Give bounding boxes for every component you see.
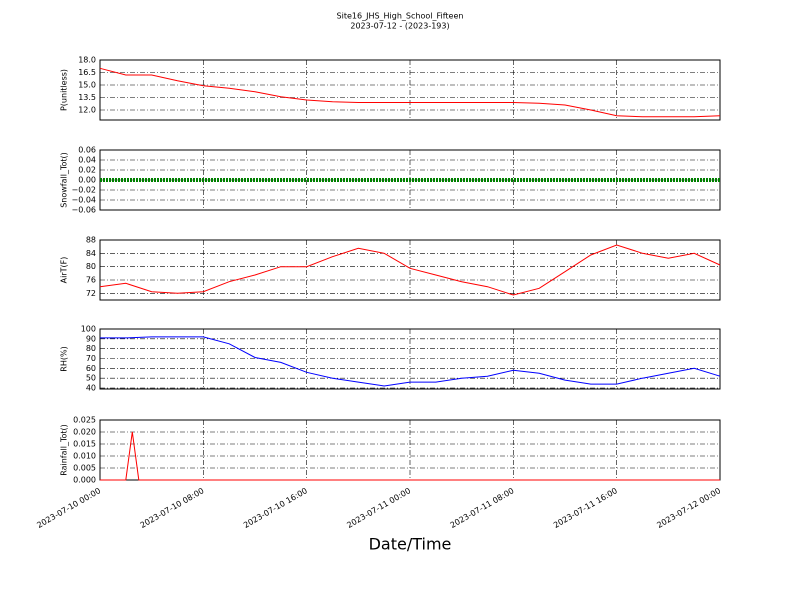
x-tick-label: 2023-07-11 00:00 [345, 486, 412, 530]
axes-frame [99, 328, 721, 390]
y-tick-label: 80 [86, 262, 96, 271]
x-tick-label: 2023-07-10 16:00 [242, 486, 309, 530]
axes-frame [99, 239, 721, 301]
y-tick-label: 0.06 [78, 146, 96, 155]
y-tick-label: 84 [86, 249, 96, 258]
y-tick-label: 80 [86, 344, 96, 353]
series-line [100, 336, 721, 387]
y-tick-label: 18.0 [78, 56, 96, 65]
y-tick-label: 0.04 [78, 156, 96, 165]
y-tick-label: −0.06 [71, 206, 96, 215]
y-tick-label: 13.5 [78, 93, 96, 102]
y-tick-label: 88 [86, 236, 96, 245]
y-tick-label: 12.0 [78, 106, 96, 115]
series-line [100, 431, 720, 481]
y-tick-label: 70 [86, 354, 96, 363]
y-tick-label: 100 [81, 325, 96, 334]
y-axis-label: P(unitless) [60, 69, 69, 111]
y-axis-label: Rainfall_Tot() [60, 424, 69, 476]
y-tick-label: 0.02 [78, 166, 96, 175]
y-tick-label: −0.02 [71, 186, 96, 195]
y-tick-label: 16.5 [78, 68, 96, 77]
x-tick-label: 2023-07-12 00:00 [655, 486, 722, 530]
y-tick-label: 0.010 [73, 452, 96, 461]
x-tick-label: 2023-07-10 08:00 [139, 486, 206, 530]
series-line [99, 244, 721, 296]
x-tick-label: 2023-07-10 00:00 [35, 486, 102, 530]
y-tick-label: 40 [86, 384, 96, 393]
y-tick-label: 76 [86, 276, 96, 285]
y-tick-label: −0.04 [71, 196, 96, 205]
x-tick-label: 2023-07-11 16:00 [552, 486, 619, 530]
chart-subtitle: 2023-07-12 - (2023-193) [350, 22, 449, 31]
y-tick-label: 0.000 [73, 476, 96, 485]
x-tick-label: 2023-07-11 08:00 [449, 486, 516, 530]
y-axis-label: AirT(F) [60, 257, 69, 284]
chart-title: Site16_JHS_High_School_Fifteen [337, 12, 464, 21]
y-tick-label: 0.020 [73, 428, 96, 437]
y-tick-label: 72 [86, 289, 96, 298]
y-tick-label: 15.0 [78, 81, 96, 90]
series-line [99, 67, 721, 118]
y-axis-label: RH(%) [60, 346, 69, 371]
axes-frame [99, 59, 721, 121]
y-tick-label: 0.015 [73, 440, 96, 449]
y-tick-label: 60 [86, 364, 96, 373]
y-axis-label: Snowfall_Tot() [60, 152, 69, 208]
y-tick-label: 0.00 [78, 176, 96, 185]
y-tick-label: 50 [86, 374, 96, 383]
y-tick-label: 0.025 [73, 416, 96, 425]
x-axis-label: Date/Time [369, 535, 452, 554]
y-tick-label: 90 [86, 334, 96, 343]
y-tick-label: 0.005 [73, 464, 96, 473]
